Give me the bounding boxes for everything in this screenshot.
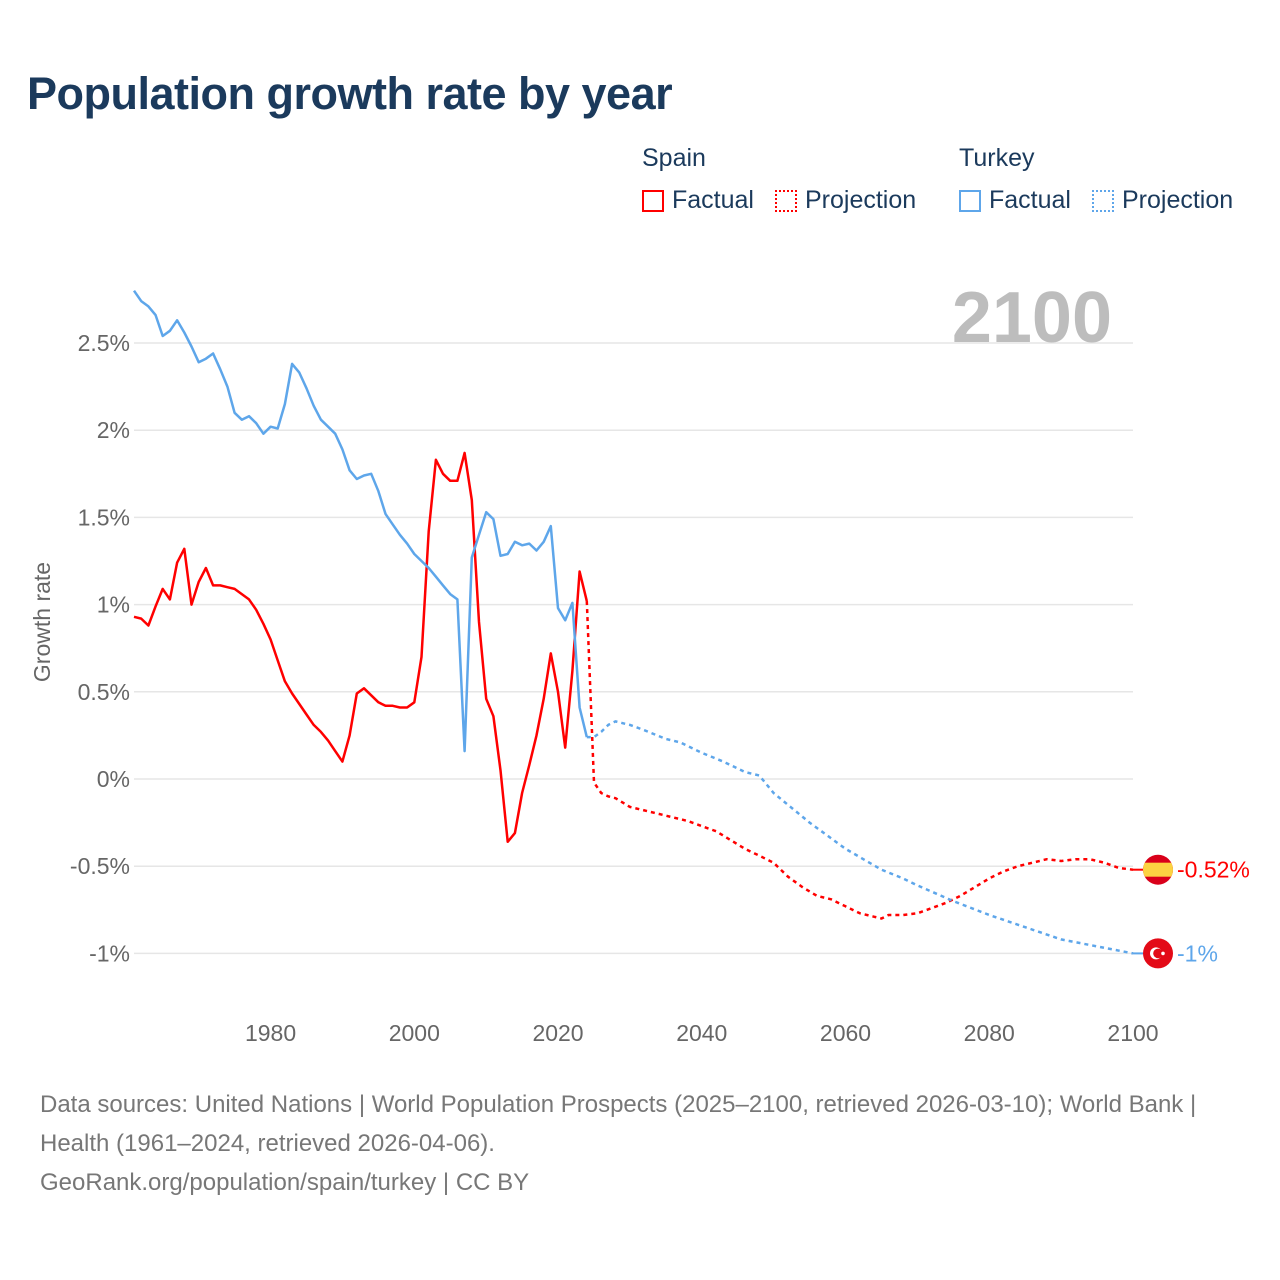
- y-axis: 2.5% 2% 1.5% 1% 0.5% 0% -0.5% -1%: [70, 330, 130, 966]
- y-tick-label: -0.5%: [70, 853, 130, 879]
- y-tick-label: 0%: [97, 766, 130, 792]
- flag-stripe: [1143, 862, 1173, 877]
- legend-swatch-solid: [959, 189, 981, 212]
- x-tick-label: 1980: [245, 1020, 296, 1046]
- x-tick-label: 2060: [820, 1020, 871, 1046]
- series-lines: [132, 289, 1134, 955]
- legend-label: Projection: [1122, 186, 1234, 214]
- current-year-label: 2100: [952, 278, 1112, 358]
- end-labels: -0.52% -1%: [1133, 854, 1250, 969]
- legend-label: Projection: [805, 186, 917, 214]
- x-tick-label: 2100: [1107, 1020, 1158, 1046]
- y-tick-label: 1%: [97, 592, 130, 618]
- y-tick-label: -1%: [89, 940, 130, 966]
- gridlines: [134, 342, 1133, 955]
- x-tick-label: 2000: [389, 1020, 440, 1046]
- legend-group-turkey: Turkey: [959, 144, 1035, 172]
- y-tick-label: 0.5%: [78, 679, 130, 705]
- flag-star: [1161, 951, 1165, 956]
- legend-swatch-dotted: [1092, 189, 1114, 212]
- legend-item-spain-projection[interactable]: Projection: [775, 186, 916, 215]
- data-sources: Data sources: United Nations | World Pop…: [40, 1091, 1197, 1157]
- flag-crescent-cut: [1153, 948, 1163, 959]
- y-tick-label: 2.5%: [78, 330, 130, 356]
- x-axis: 1980 2000 2020 2040 2060 2080 2100: [245, 1020, 1159, 1046]
- legend-swatch-solid: [642, 189, 664, 212]
- legend-swatch-dotted: [775, 189, 797, 212]
- page-title: Population growth rate by year: [27, 68, 673, 119]
- y-tick-label: 1.5%: [78, 504, 130, 530]
- turkey-factual-line: [132, 289, 589, 753]
- spain-projection-line: [585, 601, 1134, 920]
- spain-flag-icon: [1143, 854, 1173, 885]
- legend-label: Factual: [989, 186, 1071, 214]
- credit-link[interactable]: GeoRank.org/population/spain/turkey | CC…: [40, 1169, 530, 1196]
- turkey-flag-icon: [1143, 938, 1173, 969]
- turkey-end-value: -1%: [1177, 940, 1218, 966]
- turkey-projection-line: [586, 720, 1134, 955]
- x-tick-label: 2020: [532, 1020, 583, 1046]
- spain-end-value: -0.52%: [1177, 857, 1250, 883]
- x-tick-label: 2080: [964, 1020, 1015, 1046]
- legend-item-turkey-projection[interactable]: Projection: [1092, 186, 1233, 215]
- legend-item-spain-factual[interactable]: Factual: [642, 186, 754, 215]
- y-axis-label: Growth rate: [29, 562, 55, 682]
- legend-label: Factual: [672, 186, 754, 214]
- spain-factual-line: [133, 451, 589, 844]
- y-tick-label: 2%: [97, 417, 130, 443]
- legend-item-turkey-factual[interactable]: Factual: [959, 186, 1071, 215]
- legend-group-spain: Spain: [642, 144, 706, 172]
- x-tick-label: 2040: [676, 1020, 727, 1046]
